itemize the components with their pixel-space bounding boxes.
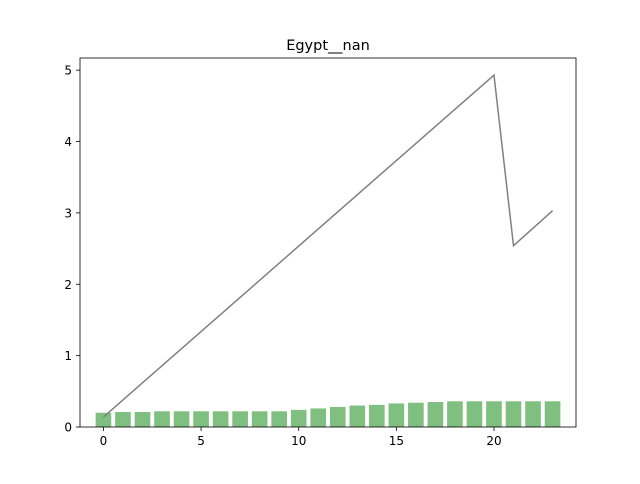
bar-9 <box>271 411 287 427</box>
y-tick-label-3: 3 <box>64 206 72 220</box>
bar-11 <box>310 408 327 427</box>
line-series-1 <box>102 73 554 418</box>
bar-2 <box>134 412 151 427</box>
bar-0 <box>95 412 112 427</box>
bar-13 <box>349 405 366 427</box>
y-tick-label-0: 0 <box>64 421 72 435</box>
bar-4 <box>173 411 190 427</box>
bar-14 <box>369 404 385 427</box>
bar-5 <box>193 411 209 427</box>
bar-16 <box>408 402 424 427</box>
bar-8 <box>251 411 268 427</box>
bar-7 <box>232 411 248 427</box>
plot-frame <box>79 57 577 428</box>
y-tick-label-4: 4 <box>64 135 72 149</box>
bar-19 <box>466 401 483 427</box>
x-tick-label-15: 15 <box>389 434 404 448</box>
bar-1 <box>115 412 131 427</box>
bar-21 <box>505 401 522 427</box>
bar-3 <box>154 411 170 427</box>
y-tick-label-5: 5 <box>64 64 72 78</box>
x-tick-label-10: 10 <box>291 434 306 448</box>
lines-layer <box>102 73 554 418</box>
bar-12 <box>329 407 346 427</box>
chart-title: Egypt__nan <box>286 38 370 54</box>
x-tick-label-5: 5 <box>197 434 205 448</box>
bar-22 <box>525 401 541 427</box>
y-tick-label-1: 1 <box>64 349 72 363</box>
bars-layer <box>95 401 561 427</box>
bar-18 <box>447 401 463 427</box>
y-tick-label-2: 2 <box>64 278 72 292</box>
x-tick-label-20: 20 <box>486 434 501 448</box>
bar-17 <box>427 402 444 427</box>
axes-layer: 0 5 10 15 20 0 1 2 3 4 5 <box>64 57 577 448</box>
x-tick-label-0: 0 <box>100 434 108 448</box>
bar-6 <box>212 411 229 427</box>
bar-10 <box>290 409 307 427</box>
bar-23 <box>544 401 561 427</box>
bar-15 <box>388 403 405 427</box>
bar-20 <box>486 401 502 427</box>
